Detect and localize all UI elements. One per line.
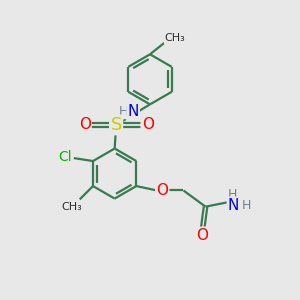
Text: CH₃: CH₃	[165, 33, 185, 43]
Text: O: O	[142, 118, 154, 133]
Text: O: O	[156, 183, 168, 198]
Text: S: S	[110, 116, 122, 134]
Text: Cl: Cl	[58, 150, 72, 164]
Text: H: H	[228, 188, 238, 201]
Text: H: H	[242, 199, 251, 212]
Text: O: O	[196, 228, 208, 243]
Text: H: H	[119, 105, 128, 118]
Text: O: O	[79, 118, 91, 133]
Text: N: N	[128, 104, 139, 119]
Text: CH₃: CH₃	[61, 202, 82, 212]
Text: N: N	[228, 198, 239, 213]
